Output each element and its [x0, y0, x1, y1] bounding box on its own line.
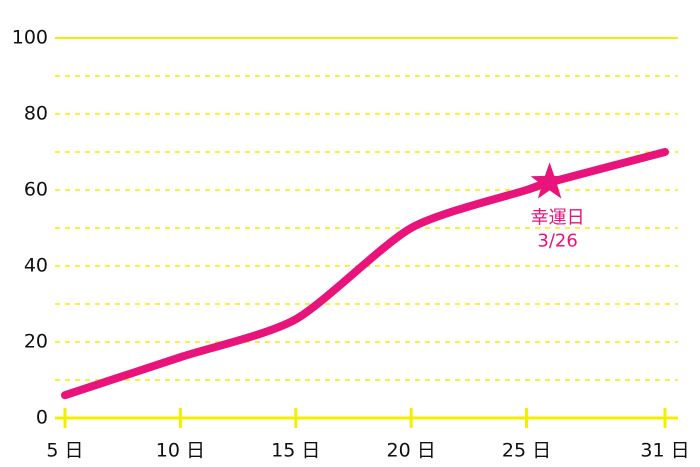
annotation-date: 3/26	[537, 230, 577, 251]
y-tick-label: 0	[36, 407, 48, 429]
x-tick-label: 5 日	[46, 440, 83, 462]
y-tick-label: 60	[24, 179, 48, 201]
x-tick-label: 10 日	[156, 440, 205, 462]
x-tick-label: 25 日	[502, 440, 551, 462]
y-tick-label: 100	[12, 27, 48, 49]
x-tick-label: 15 日	[271, 440, 320, 462]
x-tick-label: 20 日	[387, 440, 436, 462]
y-tick-label: 40	[24, 255, 48, 277]
lucky-star	[530, 162, 569, 199]
y-tick-label: 80	[24, 103, 48, 125]
y-tick-label: 20	[24, 331, 48, 353]
annotation-title: 幸運日	[531, 207, 585, 228]
data-line	[61, 148, 669, 400]
x-tick-label: 31 日	[640, 440, 689, 462]
